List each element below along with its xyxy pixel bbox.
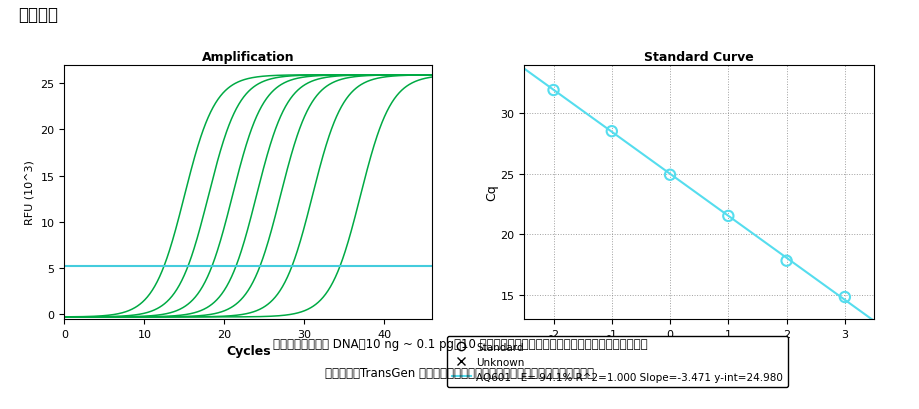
Y-axis label: Cq: Cq [484, 184, 497, 200]
Text: 结果显示，TransGen 产品扩增效率较高，可得到漂亮的扩增曲线和标准曲线。: 结果显示，TransGen 产品扩增效率较高，可得到漂亮的扩增曲线和标准曲线。 [325, 366, 594, 379]
Title: Amplification: Amplification [202, 51, 294, 64]
Text: 以梯度稀释的质粒 DNA（10 ng ~ 0.1 pg，10 倍稀释）为模板进行扩增得到的扩增曲线和标准曲线。: 以梯度稀释的质粒 DNA（10 ng ~ 0.1 pg，10 倍稀释）为模板进行… [272, 337, 647, 351]
Legend: Standard, Unknown, AQ601   E= 94.1% R^2=1.000 Slope=-3.471 y-int=24.980: Standard, Unknown, AQ601 E= 94.1% R^2=1.… [447, 337, 788, 387]
Text: 扩增效率: 扩增效率 [18, 6, 58, 24]
Point [720, 213, 735, 220]
Point [778, 258, 793, 264]
X-axis label: Cycles: Cycles [226, 344, 270, 357]
Point [604, 128, 618, 135]
X-axis label: Log Starting Quantity: Log Starting Quantity [622, 344, 775, 357]
Point [546, 88, 561, 94]
Point [662, 172, 676, 179]
Title: Standard Curve: Standard Curve [643, 51, 754, 64]
Point [836, 294, 851, 301]
Y-axis label: RFU (10^3): RFU (10^3) [25, 160, 35, 225]
